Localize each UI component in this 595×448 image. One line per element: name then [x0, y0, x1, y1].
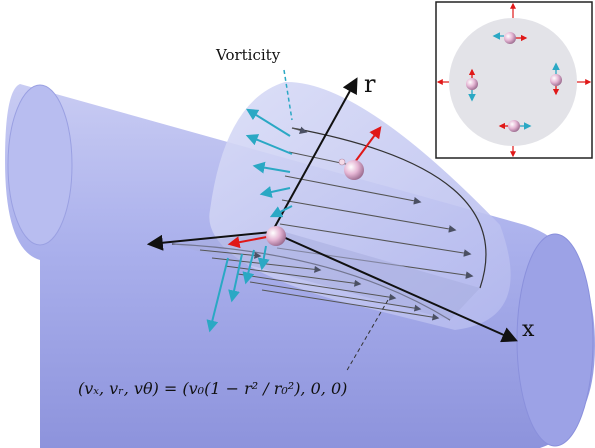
- red-arrows: [227, 126, 382, 249]
- particles: [266, 158, 364, 246]
- velocity-arrow: [284, 175, 422, 205]
- sphere-icon: [550, 74, 562, 86]
- axes: [146, 77, 518, 343]
- velocity-profile-horizontal: [171, 232, 480, 321]
- vorticity-arrow: [245, 134, 293, 155]
- vorticity-arrow: [245, 108, 291, 137]
- velocity-arrow: [281, 199, 457, 233]
- red-arrow: [227, 235, 273, 249]
- r-axis-label: r: [364, 70, 376, 98]
- velocity-arrow: [291, 126, 308, 135]
- sphere-icon: [344, 160, 364, 180]
- vorticity-arrow: [228, 253, 243, 303]
- red-arrow: [351, 126, 382, 167]
- x-axis: [271, 231, 518, 343]
- vorticity-arrow: [252, 161, 291, 174]
- r-axis: [271, 77, 358, 233]
- velocity-arrow: [237, 273, 397, 301]
- velocity-equation: (vₓ, vᵣ, vθ) = (v₀(1 − r² / r₀²), 0, 0): [78, 379, 347, 398]
- sphere-icon: [508, 120, 520, 132]
- vorticity-arrow: [206, 257, 229, 333]
- vorticity-arrow: [242, 249, 255, 285]
- sphere-icon: [504, 32, 516, 44]
- inset-cross-section: [435, 1, 593, 159]
- vorticity-label: Vorticity: [215, 46, 281, 64]
- velocity-arrow: [224, 265, 362, 287]
- vorticity-arrow: [259, 186, 291, 198]
- vorticity-arrows: [206, 108, 293, 333]
- pipe-left-end: [7, 84, 73, 246]
- vorticity-leader: [283, 69, 293, 121]
- x-axis-label: x: [522, 317, 535, 342]
- vorticity-arrow: [269, 205, 293, 218]
- velocity-arrow: [199, 249, 262, 259]
- velocity-arrow: [261, 289, 440, 321]
- velocity-arrow: [279, 223, 472, 257]
- sphere-icon: [266, 226, 286, 246]
- vorticity-arrow: [257, 245, 270, 271]
- theta-axis: [146, 231, 273, 251]
- velocity-arrow: [249, 281, 422, 312]
- sphere-icon: [466, 78, 478, 90]
